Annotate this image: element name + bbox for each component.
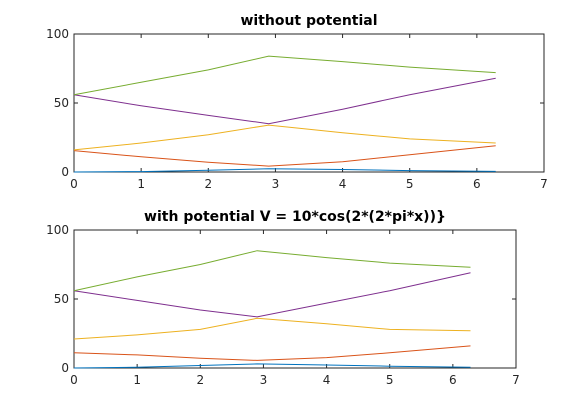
series-line-1: [73, 168, 496, 173]
y-tick-label: 50: [54, 292, 69, 306]
x-tick-label: 6: [449, 373, 457, 387]
x-tick-label: 4: [339, 177, 347, 191]
x-tick-label: 1: [133, 373, 141, 387]
x-tick-label: 1: [137, 177, 145, 191]
chart-title: without potential: [240, 13, 377, 29]
series-line-5: [73, 250, 471, 292]
x-tick-label: 0: [70, 373, 78, 387]
series-line-2: [73, 345, 471, 361]
y-tick-label: 50: [54, 96, 69, 110]
y-tick-label: 100: [46, 27, 69, 41]
x-tick-label: 4: [323, 373, 331, 387]
x-tick-label: 3: [260, 373, 268, 387]
x-tick-label: 7: [512, 373, 520, 387]
y-tick-label: 0: [61, 165, 69, 179]
axes-bottom: 0 1 2 3 4 5 6 7 0 50 100 with potential V = 10*cos(…: [46, 209, 520, 387]
series-line-4: [73, 272, 471, 318]
chart-title: with potential V = 10*cos(2*(2*pi*x))}: [144, 209, 446, 225]
x-tick-label: 2: [196, 373, 204, 387]
series-line-3: [73, 124, 496, 151]
x-tick-label: 7: [540, 177, 548, 191]
y-tick-label: 100: [46, 223, 69, 237]
x-tick-label: 2: [204, 177, 212, 191]
axes-top: 0 1 2 3 4 5 6 7 0 50 100 without potential: [46, 13, 548, 191]
x-tick-label: 0: [70, 177, 78, 191]
x-tick-label: 5: [386, 373, 394, 387]
series-line-4: [73, 77, 496, 125]
series-line-2: [73, 145, 496, 167]
x-tick-label: 6: [473, 177, 481, 191]
series-line-5: [73, 55, 496, 96]
series-line-1: [73, 363, 471, 369]
plot-area: [73, 33, 545, 173]
x-tick-label: 3: [272, 177, 280, 191]
y-tick-label: 0: [61, 361, 69, 375]
series-line-3: [73, 317, 471, 340]
x-tick-label: 5: [406, 177, 414, 191]
